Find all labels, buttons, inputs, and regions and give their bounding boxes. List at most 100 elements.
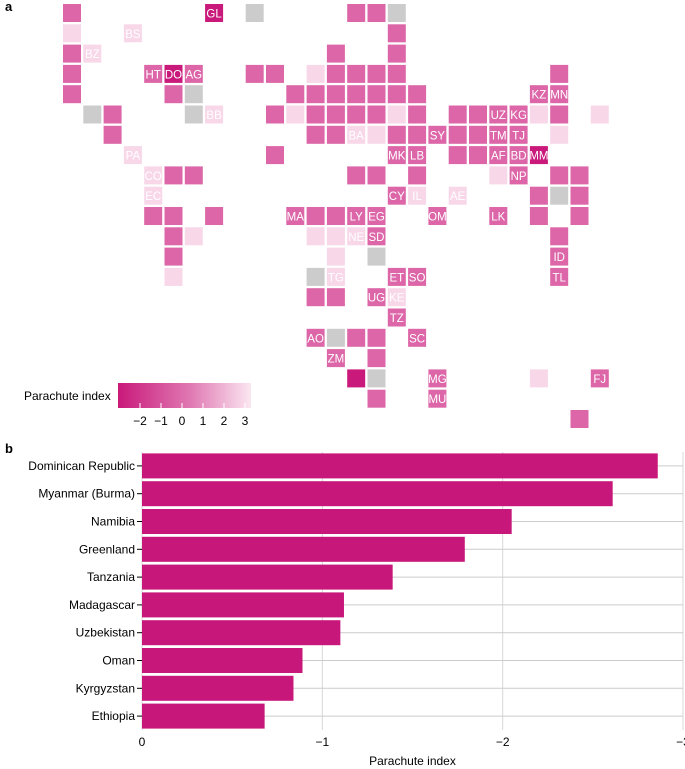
map-tile-label: BD bbox=[511, 151, 527, 163]
y-category-label: Myanmar (Burma) bbox=[38, 487, 135, 501]
legend-tick-label: 3 bbox=[242, 414, 249, 428]
map-tile-mn bbox=[550, 85, 569, 104]
map-tile bbox=[184, 227, 203, 246]
map-tile bbox=[550, 227, 569, 246]
map-tile bbox=[347, 64, 366, 83]
map-tile bbox=[529, 186, 548, 205]
map-tile-label: OM bbox=[428, 212, 447, 224]
legend-colorbar bbox=[118, 383, 251, 408]
map-tile bbox=[306, 64, 325, 83]
map-tile bbox=[164, 166, 183, 185]
x-axis-label: Parachute index bbox=[369, 754, 456, 768]
map-tile-np bbox=[509, 166, 528, 185]
x-tick-label: −1 bbox=[315, 735, 329, 749]
map-tile bbox=[326, 105, 345, 124]
bar-greenland bbox=[142, 536, 465, 562]
map-tile-label: NP bbox=[511, 171, 527, 183]
map-tile-label: AF bbox=[491, 151, 506, 163]
map-tile-tg bbox=[326, 267, 345, 286]
map-tile bbox=[306, 105, 325, 124]
map-tile bbox=[326, 328, 345, 347]
map-tile-label: TZ bbox=[390, 313, 404, 325]
map-tile-kg bbox=[509, 105, 528, 124]
map-tile-ba bbox=[347, 125, 366, 144]
x-tick-label: −2 bbox=[496, 735, 510, 749]
map-tile bbox=[367, 247, 386, 266]
map-tile-om bbox=[428, 207, 447, 225]
map-tile bbox=[367, 64, 386, 83]
map-tile-ly bbox=[347, 207, 366, 225]
map-tile bbox=[266, 146, 284, 165]
map-tile-sc bbox=[408, 328, 427, 347]
y-category-label: Tanzania bbox=[87, 570, 135, 584]
y-category-label: Ethiopia bbox=[92, 709, 136, 723]
map-tile bbox=[408, 166, 427, 185]
bar-oman bbox=[142, 648, 303, 673]
map-tile-so bbox=[408, 267, 427, 286]
map-tile-sd bbox=[367, 227, 386, 246]
map-tile bbox=[387, 64, 406, 83]
map-tile bbox=[306, 227, 325, 246]
map-tile bbox=[164, 267, 183, 286]
map-tile-label: LK bbox=[491, 212, 505, 224]
map-tile-label: TL bbox=[552, 272, 566, 284]
map-tile bbox=[448, 125, 467, 144]
legend-tick-label: 2 bbox=[221, 414, 228, 428]
map-tile bbox=[326, 64, 345, 83]
map-tile-bz bbox=[83, 44, 102, 63]
map-tile bbox=[367, 166, 386, 185]
map-tile-bd bbox=[509, 146, 528, 165]
legend-tick-label: 0 bbox=[179, 414, 186, 428]
map-tile-label: BS bbox=[125, 29, 141, 41]
map-tile bbox=[306, 207, 325, 225]
map-tile bbox=[63, 64, 81, 83]
map-tile bbox=[367, 105, 386, 124]
map-tile bbox=[144, 207, 163, 225]
map-tile-label: LB bbox=[410, 151, 424, 163]
map-tile bbox=[103, 125, 122, 144]
map-tile bbox=[347, 105, 366, 124]
map-tile bbox=[448, 105, 467, 124]
map-tile bbox=[550, 186, 569, 205]
bar-uzbekistan bbox=[142, 620, 341, 646]
map-tile bbox=[286, 105, 305, 124]
map-tile-mk bbox=[387, 146, 406, 165]
map-tile bbox=[408, 125, 427, 144]
map-tile bbox=[164, 207, 183, 225]
map-tile-label: UZ bbox=[491, 110, 506, 122]
legend-tick-label: −2 bbox=[133, 414, 147, 428]
map-tile-label: UG bbox=[368, 293, 385, 305]
map-tile-label: KZ bbox=[532, 90, 547, 102]
bar-chart: 0 −1 −2 −3 Dominican Republic Myanmar (Burma)… bbox=[28, 452, 685, 768]
map-tile bbox=[408, 85, 427, 104]
bar-ethiopia bbox=[142, 703, 265, 729]
map-tile bbox=[469, 105, 487, 124]
map-tile bbox=[529, 207, 548, 225]
map-tile bbox=[550, 64, 569, 83]
map-tile bbox=[387, 125, 406, 144]
map-tile-mg bbox=[428, 369, 447, 388]
map-tile bbox=[347, 4, 366, 22]
map-tile bbox=[387, 44, 406, 63]
panel-b-label: b bbox=[5, 441, 13, 456]
map-tile bbox=[245, 64, 264, 83]
map-tile bbox=[326, 288, 345, 307]
map-tile bbox=[347, 166, 366, 185]
map-tile-ao bbox=[306, 328, 325, 347]
bar-kyrgyzstan bbox=[142, 675, 294, 701]
map-tile bbox=[164, 85, 183, 104]
map-tile bbox=[63, 44, 81, 63]
map-tile bbox=[63, 85, 81, 104]
map-tile-eg bbox=[367, 207, 386, 225]
map-tile bbox=[570, 410, 589, 428]
map-tile bbox=[550, 125, 569, 144]
map-tile-gl bbox=[205, 4, 224, 22]
map-tile-lb bbox=[408, 146, 427, 165]
map-tile bbox=[448, 146, 467, 165]
map-tile-sy bbox=[428, 125, 447, 144]
map-tile bbox=[347, 328, 366, 347]
map-tile-label: PA bbox=[126, 151, 141, 163]
map-tile-label: AG bbox=[185, 69, 202, 81]
map-tile bbox=[570, 166, 589, 185]
y-category-label: Dominican Republic bbox=[28, 459, 135, 473]
